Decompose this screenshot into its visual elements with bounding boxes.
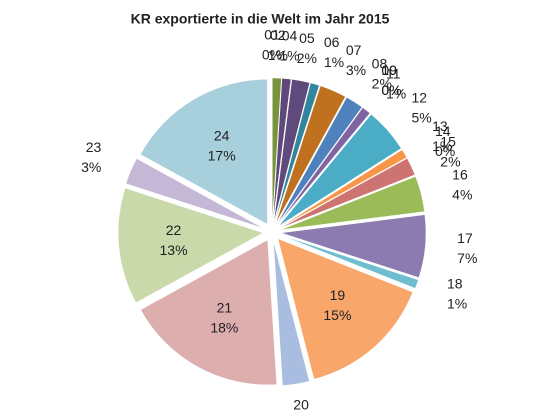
pie-slice: [125, 158, 264, 229]
pie-slice: [272, 78, 292, 224]
slice-value-label: 0%: [381, 82, 401, 98]
slice-value-label: 7%: [457, 250, 477, 266]
slice-value-label: 0%: [381, 82, 401, 98]
slice-value-label: 2%: [297, 50, 317, 66]
slice-category-label: 01: [264, 27, 280, 43]
slice-category-label: 19: [330, 287, 346, 303]
pie-slice: [274, 82, 320, 224]
pie-slice: [277, 107, 371, 226]
slice-value-label: 15%: [323, 307, 351, 323]
slice-value-label: 0%: [262, 47, 282, 63]
slice-value-label: 13%: [160, 242, 188, 258]
pie-slice: [272, 77, 282, 224]
slice-value-label: 3%: [346, 62, 366, 78]
slice-category-label: 16: [452, 166, 468, 182]
slice-value-label: 5%: [412, 110, 432, 126]
slice-value-label: 2%: [372, 76, 392, 92]
slice-category-label: 22: [166, 222, 182, 238]
slice-value-label: 1%: [268, 47, 288, 63]
slice-category-label: 06: [324, 34, 340, 50]
slice-category-label: 02: [270, 27, 286, 43]
slice-category-label: 10: [381, 62, 397, 78]
pie-slice: [273, 79, 311, 224]
pie-slice: [280, 176, 425, 231]
slice-value-label: 3%: [81, 159, 101, 175]
slice-category-label: 18: [447, 276, 463, 292]
pie-slice: [276, 96, 363, 225]
slice-value-label: 1%: [432, 138, 452, 154]
slice-category-label: 04: [282, 28, 298, 44]
slice-category-label: 23: [86, 139, 102, 155]
pie-slice: [273, 240, 310, 386]
pie-slice: [280, 234, 419, 289]
slice-category-label: 09: [381, 62, 397, 78]
pie-slice: [279, 157, 408, 228]
slice-value-label: 1%: [447, 296, 467, 312]
slice-category-label: 21: [217, 299, 233, 315]
slice-category-label: 13: [432, 118, 448, 134]
slice-category-label: 20: [293, 396, 309, 412]
pie-slice: [117, 187, 264, 304]
slice-value-label: 17%: [208, 148, 236, 164]
slice-category-label: 14: [435, 123, 451, 139]
slice-value-label: 1%: [324, 54, 344, 70]
slice-category-label: 08: [372, 56, 388, 72]
slice-category-label: 17: [457, 230, 473, 246]
pie-slice: [280, 157, 416, 229]
slice-value-label: 2%: [440, 154, 460, 170]
pie-slice: [140, 79, 268, 225]
pie-slice: [140, 239, 278, 386]
slice-category-label: 11: [386, 66, 401, 82]
slice-category-label: 07: [346, 42, 362, 58]
pie-slice: [279, 149, 408, 228]
slice-value-label: 1%: [386, 86, 406, 102]
pie-slice: [275, 85, 346, 224]
slice-category-label: 15: [440, 134, 456, 150]
pie-slice: [280, 214, 427, 278]
slice-category-label: 05: [299, 30, 315, 46]
pie-slice: [278, 113, 402, 227]
pie-slice: [277, 238, 414, 380]
chart-title: KR exportierte in die Welt im Jahr 2015: [131, 11, 390, 27]
slice-value-label: 0%: [435, 143, 455, 159]
slice-category-label: 24: [214, 128, 230, 144]
slice-category-label: 12: [412, 90, 428, 106]
slice-value-label: 1%: [279, 48, 299, 64]
slice-value-label: 18%: [210, 319, 238, 335]
slice-value-label: 4%: [452, 186, 472, 202]
